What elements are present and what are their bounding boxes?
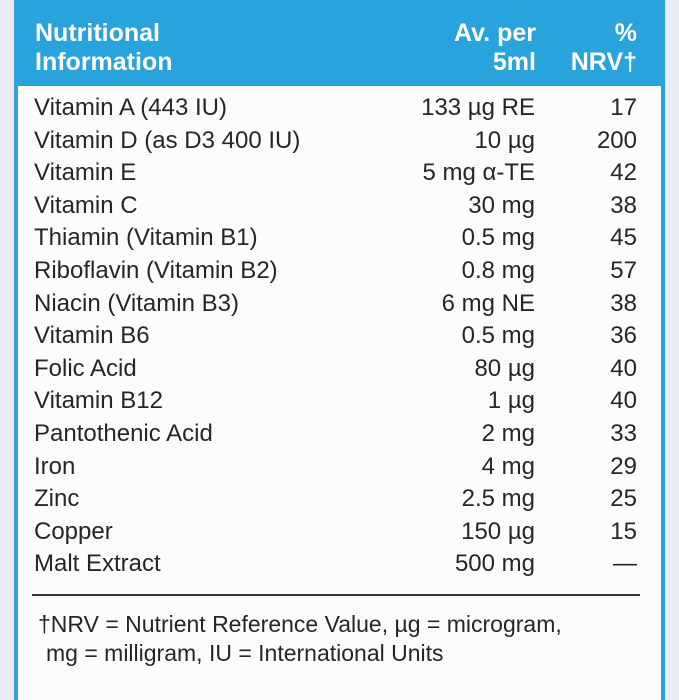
nrv-percent: 15 (610, 517, 637, 545)
header-line: % (614, 19, 637, 47)
nrv-percent: 200 (596, 126, 637, 154)
amount: 2 mg (481, 420, 535, 447)
nrv-percent: 17 (610, 94, 637, 121)
table-row: Copper 150 µg 15 (18, 518, 661, 551)
table-row: Thiamin (Vitamin B1) 0.5 mg 45 (18, 224, 661, 257)
table-row: Vitamin B12 1 µg 40 (18, 387, 661, 420)
nrv-percent: 40 (610, 387, 637, 415)
nrv-percent: 33 (610, 420, 637, 447)
amount: 4 mg (481, 452, 535, 480)
nutrient-name: Pantothenic Acid (34, 420, 213, 447)
amount: 0.8 mg (461, 257, 535, 284)
page: {"header": {"nutrient": ["Nutritional", … (14, 0, 665, 700)
amount: 80 µg (474, 354, 535, 382)
amount: 150 µg (461, 517, 535, 545)
nutrient-name: Folic Acid (34, 354, 137, 382)
nrv-percent: 29 (610, 452, 637, 480)
amount: 1 µg (487, 387, 535, 415)
header-line: 5ml (492, 48, 536, 76)
nrv-percent: 40 (610, 354, 637, 382)
amount: 10 µg (474, 126, 535, 154)
amount: 133 µg RE (421, 94, 535, 121)
nrv-percent: — (613, 550, 637, 578)
label-panel: Nutritional Information Av. per 5ml % NRV† … (14, 0, 665, 700)
table-row: Niacin (Vitamin B3) 6 mg NE 38 (18, 290, 661, 323)
footnote-line: †NRV = Nutrient Reference Value, µg = mi… (38, 611, 562, 637)
nutrient-name: Thiamin (Vitamin B1) (34, 224, 258, 252)
nutrient-name: Zinc (34, 485, 80, 513)
table-row: Riboflavin (Vitamin B2) 0.8 mg 57 (18, 257, 661, 290)
amount: 6 mg NE (441, 289, 535, 317)
table-row: Pantothenic Acid 2 mg 33 (18, 420, 661, 453)
nutrient-name: Vitamin B6 (34, 322, 150, 350)
footnote: †NRV = Nutrient Reference Value, µg = mi… (38, 610, 562, 668)
table-row: Folic Acid 80 µg 40 (18, 355, 661, 388)
amount: 0.5 mg (461, 224, 535, 252)
footnote-line: mg = milligram, IU = International Units (46, 640, 444, 666)
header-band: Nutritional Information Av. per 5ml % NRV† (18, 0, 661, 86)
header-line: Av. per (454, 19, 536, 47)
nutrient-name: Vitamin C (34, 191, 138, 219)
header-line: NRV† (570, 48, 637, 76)
table-row: Vitamin C 30 mg 38 (18, 192, 661, 225)
nrv-percent: 25 (610, 485, 637, 513)
header-nrv: % NRV† (571, 19, 637, 77)
divider (32, 594, 640, 596)
table-row: Malt Extract 500 mg — (18, 550, 661, 583)
header-amount: Av. per 5ml (454, 19, 536, 77)
nrv-percent: 36 (610, 322, 637, 350)
nrv-percent: 38 (610, 191, 637, 219)
nutrient-name: Malt Extract (34, 550, 161, 578)
amount: 30 mg (468, 191, 535, 219)
nutrient-name: Vitamin B12 (34, 387, 163, 415)
amount: 2.5 mg (461, 485, 535, 513)
table-row: Iron 4 mg 29 (18, 453, 661, 486)
table-row: Vitamin E 5 mg α-TE 42 (18, 159, 661, 192)
header-line: Nutritional (35, 19, 160, 47)
nutrient-name: Vitamin D (as D3 400 IU) (34, 126, 301, 154)
amount: 5 mg α-TE (422, 159, 535, 187)
nutrient-name: Iron (34, 452, 76, 480)
amount: 500 mg (454, 550, 535, 578)
nrv-percent: 57 (610, 257, 637, 284)
nutrient-name: Riboflavin (Vitamin B2) (34, 257, 278, 284)
nrv-percent: 42 (610, 159, 637, 187)
nutrient-name: Vitamin E (34, 159, 137, 187)
table-row: Zinc 2.5 mg 25 (18, 485, 661, 518)
table-row: Vitamin D (as D3 400 IU) 10 µg 200 (18, 127, 661, 160)
header-nutrient: Nutritional Information (35, 19, 173, 77)
nutrient-name: Copper (34, 517, 113, 545)
nrv-percent: 38 (610, 289, 637, 317)
amount: 0.5 mg (461, 322, 535, 350)
table-row: Vitamin B6 0.5 mg 36 (18, 322, 661, 355)
nutrient-name: Niacin (Vitamin B3) (34, 289, 239, 317)
table-row: Vitamin A (443 IU) 133 µg RE 17 (18, 94, 661, 127)
nutrient-name: Vitamin A (443 IU) (34, 94, 227, 121)
nrv-percent: 45 (610, 224, 637, 252)
header-line: Information (35, 48, 173, 76)
